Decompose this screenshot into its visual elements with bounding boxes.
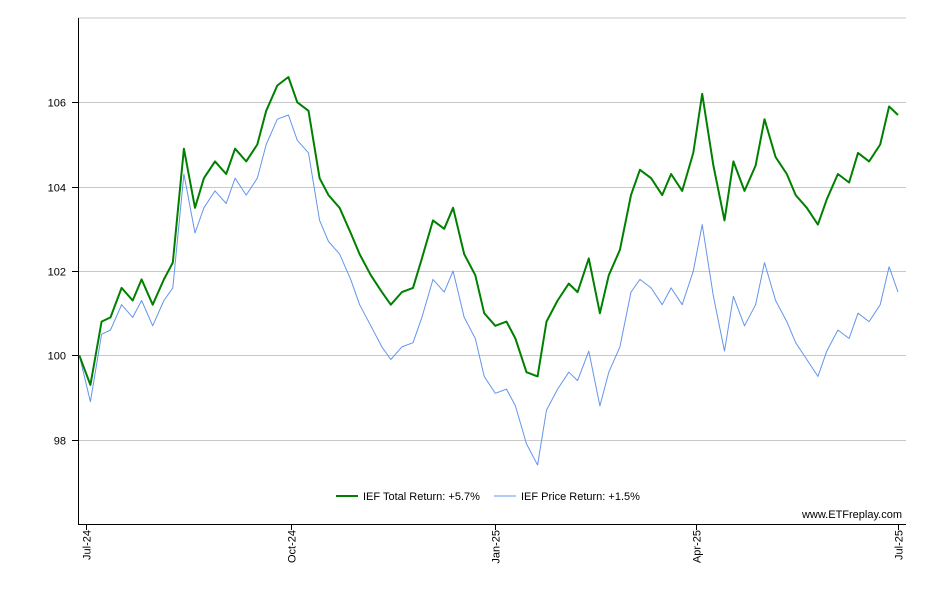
legend-label-1: IEF Price Return: +1.5% (521, 491, 640, 503)
x-tick-label-1: Oct-24 (287, 530, 299, 563)
y-tick-label-2: 102 (48, 267, 66, 279)
y-tick-label-4: 106 (48, 98, 66, 110)
y-tick-label-0: 98 (54, 436, 66, 448)
x-tick-label-0: Jul-24 (82, 530, 94, 560)
legend-label-0: IEF Total Return: +5.7% (363, 491, 480, 503)
axes: 98 100 102 104 106 Jul-24 Oct-24 Jan-25 Apr-25 Ju… (48, 18, 906, 564)
series-lines (78, 76, 899, 466)
y-tick-label-3: 104 (48, 183, 66, 195)
series-line-0 (78, 76, 899, 386)
x-tick-label-3: Apr-25 (692, 530, 704, 563)
series-line-1 (78, 114, 899, 466)
legend: IEF Total Return: +5.7% IEF Price Return:… (336, 491, 640, 503)
x-tick-label-2: Jan-25 (491, 530, 503, 564)
y-tick-label-1: 100 (48, 351, 66, 363)
x-tick-label-4: Jul-25 (894, 530, 906, 560)
gridlines (78, 17, 906, 441)
watermark-text: www.ETFreplay.com (801, 509, 902, 521)
